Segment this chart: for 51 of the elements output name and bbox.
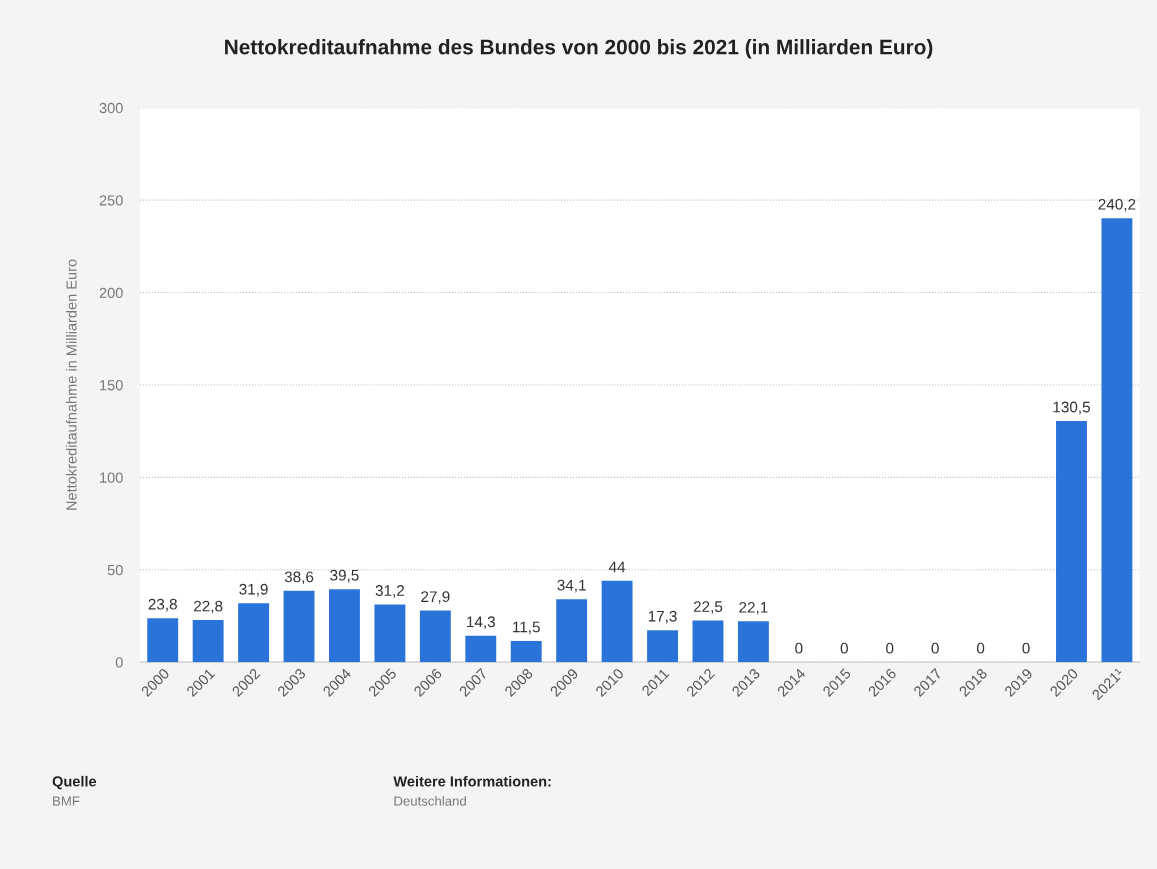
data-label: 0	[795, 642, 803, 654]
data-label: 22,5	[693, 601, 723, 614]
data-label: 130,5	[1053, 401, 1090, 415]
text: BMF	[53, 796, 80, 806]
data-label: 0	[976, 642, 985, 654]
text: Deutschland	[394, 796, 466, 806]
data-label: 39,5	[330, 569, 359, 583]
bar	[647, 630, 678, 663]
y-tick-label: 50	[107, 564, 123, 576]
data-label: 38,6	[284, 571, 314, 585]
data-label: 34,1	[557, 579, 586, 593]
bar	[419, 610, 451, 663]
data-label: 44	[608, 561, 626, 573]
data-label: 0	[1022, 642, 1030, 654]
data-label: 22,1	[739, 601, 768, 615]
y-tick-label: 150	[100, 380, 123, 391]
bar	[1056, 421, 1087, 663]
y-tick-label: 250	[99, 195, 123, 206]
bar	[283, 590, 315, 663]
bar	[147, 618, 179, 663]
data-label: 27,9	[421, 591, 450, 604]
y-tick-label: 0	[115, 657, 123, 668]
bar	[192, 620, 224, 663]
data-label: 14,3	[467, 616, 495, 629]
data-label: 31,2	[375, 585, 405, 598]
bar	[465, 635, 497, 663]
data-label: 11,5	[513, 621, 540, 635]
data-label: 0	[931, 642, 939, 654]
y-tick-label: 100	[100, 472, 123, 483]
text: Weitere Informationen:	[393, 775, 551, 787]
bar	[374, 604, 406, 663]
bar	[238, 603, 270, 663]
bar	[329, 589, 360, 663]
y-axis-title: Nettokreditaufnahme in Milliarden Euro	[65, 259, 77, 510]
chart-title: Nettokreditaufnahme des Bundes von 2000 bis 2021 (in Milliarden Euro)	[225, 39, 933, 59]
text: Quelle	[52, 775, 97, 790]
bar	[510, 640, 542, 663]
data-label: 240,2	[1098, 198, 1136, 212]
bar	[737, 621, 769, 663]
data-label: 22,8	[194, 600, 223, 614]
y-tick-label: 200	[99, 287, 123, 298]
bar	[601, 580, 633, 663]
y-tick-label: 300	[99, 102, 123, 114]
bar	[692, 620, 724, 663]
bar	[1101, 218, 1133, 663]
data-label: 23,8	[148, 598, 177, 612]
data-label: 0	[840, 642, 848, 654]
bar	[556, 599, 588, 663]
data-label: 17,3	[648, 610, 677, 624]
data-label: 0	[886, 642, 894, 654]
data-label: 31,9	[239, 583, 268, 597]
